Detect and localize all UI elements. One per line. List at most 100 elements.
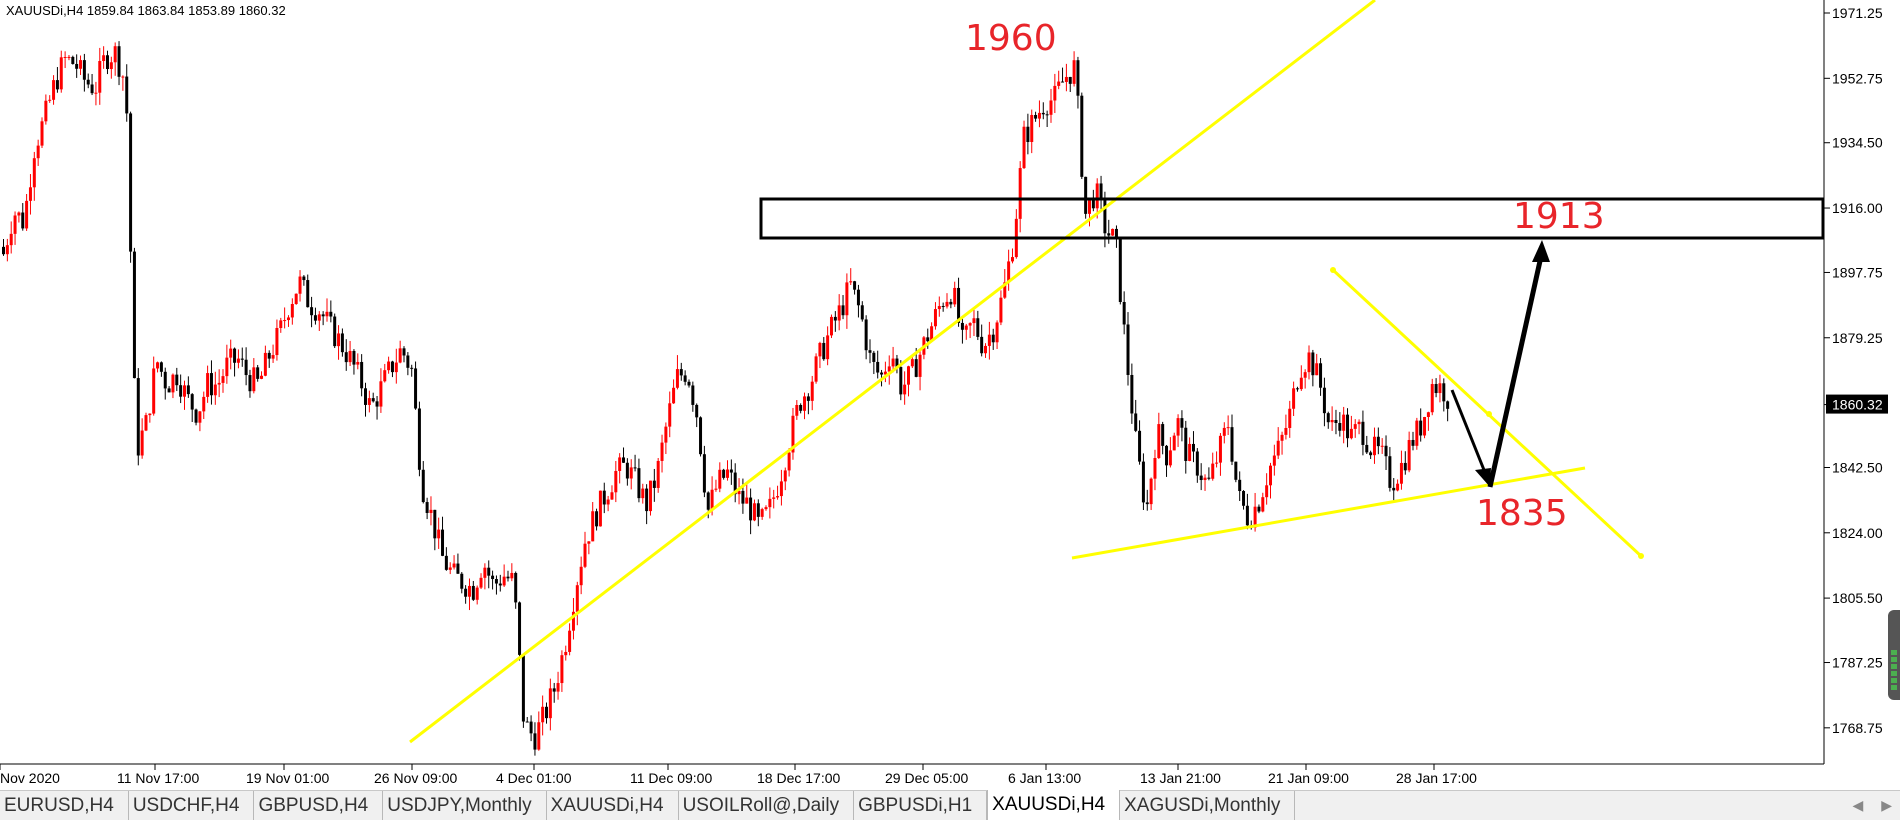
candle-body <box>36 145 40 159</box>
chart-tab[interactable]: GBPUSD,H4 <box>254 791 384 820</box>
candle-body <box>190 394 194 410</box>
candle-body <box>641 488 645 499</box>
candle-body <box>1122 301 1126 325</box>
candle-body <box>206 373 210 397</box>
candle-body <box>1207 477 1211 479</box>
candle-body <box>525 721 529 723</box>
candle-body <box>949 301 953 305</box>
candle-body <box>841 305 845 316</box>
chart-tab[interactable]: XAGUSDi,Monthly <box>1120 791 1296 820</box>
candle-body <box>1003 282 1007 298</box>
candle-body <box>1392 487 1396 491</box>
candle-body <box>344 352 348 363</box>
candle-body <box>1384 445 1388 457</box>
candle-body <box>995 322 999 343</box>
candle-body <box>252 367 256 392</box>
time-tick-label: 18 Dec 17:00 <box>757 770 840 786</box>
candle-body <box>1411 439 1415 446</box>
tab-scroll-left-icon[interactable]: ◀ <box>1852 797 1864 813</box>
candle-body <box>937 306 941 310</box>
candle-body <box>745 497 749 504</box>
candle-body <box>1034 114 1038 119</box>
candle-body <box>1172 435 1176 451</box>
candle-body <box>810 381 814 401</box>
candle-body <box>1245 505 1249 526</box>
price-tick-label: 1934.50 <box>1832 135 1883 151</box>
candle-body <box>818 342 822 357</box>
candle-body <box>1430 384 1434 413</box>
candle-body <box>117 46 121 77</box>
chart-tab[interactable]: USOILRoll@,Daily <box>679 791 855 820</box>
scroll-grip-handle[interactable] <box>1888 610 1900 700</box>
candle-body <box>340 333 344 353</box>
candle-body <box>1145 502 1149 505</box>
candle-body <box>610 492 614 500</box>
price-tick-label: 1805.50 <box>1832 590 1883 606</box>
candle-body <box>171 374 175 393</box>
candle-body <box>1322 387 1326 414</box>
candle-body <box>1222 427 1226 436</box>
price-chart[interactable]: 1960 1913 1835 1971.25 1952.75 1934.50 1916.0… <box>0 0 1900 790</box>
candle-body <box>606 499 610 505</box>
candle-body <box>28 187 32 201</box>
chart-tab[interactable]: GBPUSDi,H1 <box>854 791 988 820</box>
candle-body <box>1018 168 1022 219</box>
candle-body <box>1041 112 1045 115</box>
candle-body <box>1068 76 1072 84</box>
candle-body <box>148 413 152 416</box>
candle-body <box>1138 430 1142 462</box>
time-tick-label: 13 Jan 21:00 <box>1140 770 1221 786</box>
candle-body <box>67 56 71 58</box>
price-annotation-label: 1913 <box>1513 196 1605 237</box>
tab-scroll-right-icon[interactable]: ▶ <box>1881 797 1892 813</box>
chart-tab[interactable]: EURUSD,H4 <box>0 791 129 820</box>
candle-body <box>741 490 745 504</box>
candle-body <box>348 350 352 363</box>
candle-body <box>1134 413 1138 431</box>
candle-body <box>1149 478 1153 505</box>
candle-body <box>648 480 652 512</box>
candle-body <box>660 442 664 461</box>
chart-tab[interactable]: USDJPY,Monthly <box>383 791 547 820</box>
candle-body <box>845 282 849 316</box>
candle-body <box>1057 81 1061 86</box>
candle-body <box>1111 228 1115 236</box>
chart-tab[interactable]: USDCHF,H4 <box>129 791 255 820</box>
candle-body <box>957 287 961 323</box>
chart-tab[interactable]: XAUUSDi,H4 <box>987 790 1121 820</box>
symbol-header: XAUUSDi,H4 1859.84 1863.84 1853.89 1860.… <box>6 3 286 18</box>
candle-body <box>414 368 418 409</box>
candle-body <box>102 55 106 61</box>
candle-body <box>872 352 876 362</box>
candle-body <box>768 498 772 508</box>
candle-body <box>1215 462 1219 464</box>
price-tick-label: 1879.25 <box>1832 330 1883 346</box>
candle-body <box>1380 445 1384 447</box>
candle-body <box>94 92 98 94</box>
candle-body <box>1064 76 1068 82</box>
candle-body <box>40 121 44 146</box>
candle-body <box>379 381 383 407</box>
candle-body <box>260 375 264 379</box>
price-tick-label: 1787.25 <box>1832 655 1883 671</box>
candle-body <box>960 322 964 330</box>
arrow-up-line <box>1487 251 1545 488</box>
candle-body <box>1045 114 1049 116</box>
candle-body <box>822 342 826 360</box>
candle-body <box>136 378 140 456</box>
candle-body <box>933 309 937 327</box>
candle-body <box>598 490 602 527</box>
candle-body <box>186 385 190 395</box>
drawing-objects: 1960 1913 1835 <box>409 0 1825 744</box>
candle-body <box>964 325 968 330</box>
price-tick-label: 1824.00 <box>1832 525 1883 541</box>
candle-body <box>82 60 86 80</box>
candle-body <box>787 452 791 471</box>
candle-body <box>1319 363 1323 388</box>
price-tick-label: 1768.75 <box>1832 720 1883 736</box>
time-tick-label: 19 Nov 01:00 <box>246 770 329 786</box>
candle-body <box>240 358 244 360</box>
candle-body <box>456 563 460 574</box>
candle-body <box>163 371 167 389</box>
chart-tab[interactable]: XAUUSDi,H4 <box>547 791 679 820</box>
